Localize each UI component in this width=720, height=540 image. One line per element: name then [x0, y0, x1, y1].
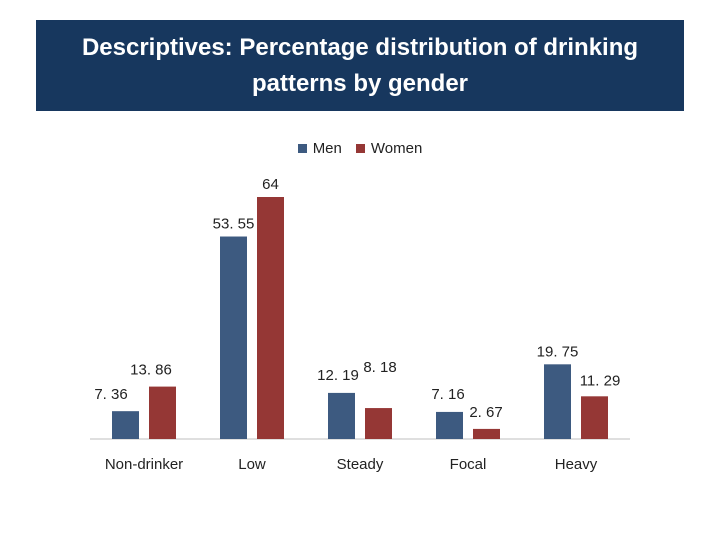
- chart-legend: Men Women: [0, 140, 720, 157]
- x-tick-label-3: Focal: [450, 456, 487, 473]
- bar-men-0: [112, 411, 139, 439]
- data-label-men-1: 53. 55: [213, 216, 255, 233]
- bar-women-2: [365, 408, 392, 439]
- bar-women-1: [257, 197, 284, 439]
- legend-item-women: Women: [355, 140, 423, 157]
- bar-men-1: [220, 236, 247, 439]
- bar-women-3: [473, 428, 500, 439]
- legend-label-men: Men: [312, 140, 342, 157]
- x-tick-label-0: Non-drinker: [105, 456, 183, 473]
- x-tick-label-1: Low: [238, 456, 266, 473]
- bar-men-3: [436, 411, 463, 439]
- data-label-men-3: 7. 16: [431, 386, 464, 403]
- bar-men-2: [328, 392, 355, 439]
- x-tick-label-2: Steady: [337, 456, 384, 473]
- data-label-women-4: 11. 29: [580, 372, 621, 389]
- legend-swatch-women: [355, 144, 365, 153]
- legend-label-women: Women: [370, 140, 423, 157]
- data-label-men-0: 7. 36: [94, 386, 127, 403]
- legend-item-men: Men: [297, 140, 342, 157]
- data-label-women-1: 64: [262, 176, 279, 193]
- bar-women-0: [149, 386, 176, 439]
- chart-title: Descriptives: Percentage distribution of…: [81, 33, 639, 97]
- x-tick-label-4: Heavy: [555, 456, 598, 473]
- data-label-women-0: 13. 86: [130, 362, 172, 379]
- chart-title-banner: Descriptives: Percentage distribution of…: [36, 20, 684, 111]
- data-label-men-2: 12. 19: [317, 367, 359, 384]
- data-label-women-3: 2. 67: [469, 404, 502, 421]
- legend-swatch-men: [297, 144, 307, 153]
- bar-women-4: [581, 396, 608, 439]
- data-label-men-4: 19. 75: [537, 343, 579, 360]
- bar-men-4: [544, 364, 571, 439]
- data-label-women-2: 8. 18: [363, 359, 396, 376]
